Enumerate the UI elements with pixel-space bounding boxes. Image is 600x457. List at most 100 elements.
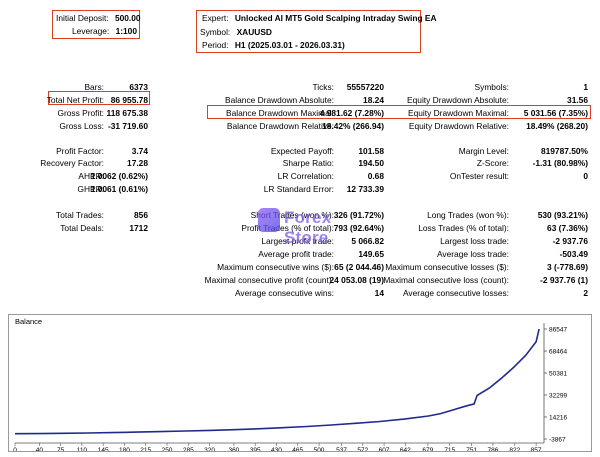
x-tick-label: 857 <box>531 447 542 451</box>
x-tick-label: 465 <box>292 447 303 451</box>
x-tick-label: 715 <box>444 447 455 451</box>
x-tick-label: 360 <box>228 447 239 451</box>
y-tick-label: -3867 <box>549 437 566 444</box>
equity-drawdown-relative-label: Equity Drawdown Relative: <box>408 121 509 131</box>
initial-deposit-label: Initial Deposit: <box>56 13 109 23</box>
watermark-logo: Forex Store <box>258 200 368 247</box>
equity-drawdown-absolute-value: 31.56 <box>567 95 588 105</box>
maximal-consecutive-profit-count-value: 24 053.08 (19) <box>329 275 384 285</box>
balance-series-line <box>14 328 540 435</box>
y-tick-label: 14216 <box>549 414 567 421</box>
x-tick-label: 0 <box>13 447 17 451</box>
x-tick-label: 40 <box>36 447 44 451</box>
deposit-box-highlight <box>52 10 140 39</box>
x-tick-label: 537 <box>336 447 347 451</box>
lr-correlation-value: 0.68 <box>367 171 384 181</box>
expert-value: Unlocked AI MT5 Gold Scalping Intraday S… <box>234 13 437 23</box>
x-tick-label: 75 <box>57 447 65 451</box>
balance-chart: Balance 86547 68464 50381 32299 14216 -3867 0 4… <box>8 314 592 452</box>
x-tick-label: 320 <box>204 447 215 451</box>
balance-drawdown-absolute-value: 18.24 <box>363 95 384 105</box>
lr-standard-error-label: LR Standard Error: <box>263 184 334 194</box>
lr-standard-error-value: 12 733.39 <box>346 184 384 194</box>
gross-profit-label: Gross Profit: <box>57 108 104 118</box>
equity-drawdown-maximal-label: Equity Drawdown Maximal: <box>408 108 509 118</box>
equity-drawdown-maximal-value: 5 031.56 (7.35%) <box>523 108 588 118</box>
long-trades-won-label: Long Trades (won %): <box>427 210 509 220</box>
lr-correlation-label: LR Correlation: <box>277 171 334 181</box>
balance-drawdown-relative-label: Balance Drawdown Relative: <box>226 121 334 131</box>
bars-value: 6373 <box>129 82 148 92</box>
total-net-profit-label: Total Net Profit: <box>46 95 104 105</box>
total-trades-label: Total Trades: <box>56 210 104 220</box>
period-value: H1 (2025.03.01 - 2026.03.31) <box>234 40 345 50</box>
maximal-consecutive-loss-count-label: Maximal consecutive loss (count): <box>383 275 509 285</box>
maximum-consecutive-wins-value: 65 (2 044.46) <box>334 262 384 272</box>
y-tick-label: 86547 <box>549 327 567 334</box>
expert-label: Expert: <box>202 13 229 23</box>
x-tick-label: 215 <box>140 447 151 451</box>
ticks-label: Ticks: <box>312 82 334 92</box>
ghpr-label: GHPR: <box>77 184 104 194</box>
maximum-consecutive-wins-label: Maximum consecutive wins ($): <box>217 262 334 272</box>
expected-payoff-label: Expected Payoff: <box>270 146 334 156</box>
bars-label: Bars: <box>84 82 104 92</box>
ontester-result-value: 0 <box>583 171 588 181</box>
recovery-factor-label: Recovery Factor: <box>40 158 104 168</box>
x-tick-label: 395 <box>250 447 261 451</box>
symbols-value: 1 <box>583 82 588 92</box>
y-tick-label: 50381 <box>549 371 567 378</box>
x-tick-label: 642 <box>400 447 411 451</box>
x-tick-label: 500 <box>314 447 325 451</box>
balance-drawdown-maximal-value: 4 981.62 (7.28%) <box>319 108 384 118</box>
ahpr-label: AHPR: <box>78 171 104 181</box>
x-tick-label: 679 <box>422 447 433 451</box>
total-net-profit-value: 86 955.78 <box>110 95 148 105</box>
balance-drawdown-maximal-label: Balance Drawdown Maximal: <box>226 108 334 118</box>
maximal-consecutive-profit-count-label: Maximal consecutive profit (count): <box>204 275 334 285</box>
symbol-value: XAUUSD <box>236 27 272 37</box>
sharpe-ratio-value: 194.50 <box>358 158 384 168</box>
balance-chart-svg: 86547 68464 50381 32299 14216 -3867 0 40 75 110 14… <box>13 323 567 451</box>
y-tick-label: 68464 <box>549 349 567 356</box>
x-tick-label: 110 <box>77 447 88 451</box>
period-label: Period: <box>202 40 229 50</box>
margin-level-value: 819787.50% <box>540 146 588 156</box>
period-row: Period: H1 (2025.03.01 - 2026.03.31) <box>202 40 345 50</box>
ghpr-value: 1.0061 (0.61%) <box>90 184 148 194</box>
x-tick-label: 786 <box>487 447 498 451</box>
chart-title: Balance <box>15 317 43 326</box>
x-tick-label: 285 <box>183 447 194 451</box>
total-deals-value: 1712 <box>129 223 148 233</box>
ahpr-value: 1.0062 (0.62%) <box>90 171 148 181</box>
x-tick-label: 572 <box>357 447 368 451</box>
ontester-result-label: OnTester result: <box>449 171 509 181</box>
maximum-consecutive-losses-label: Maximum consecutive losses ($): <box>385 262 509 272</box>
z-score-value: -1.31 (80.98%) <box>532 158 588 168</box>
gross-loss-value: -31 719.60 <box>107 121 148 131</box>
largest-loss-trade-value: -2 937.76 <box>552 236 588 246</box>
x-tick-label: 751 <box>466 447 477 451</box>
symbol-row: Symbol: XAUUSD <box>200 27 272 37</box>
margin-level-label: Margin Level: <box>458 146 509 156</box>
balance-drawdown-relative-value: 18.42% (266.94) <box>322 121 384 131</box>
largest-profit-trade-value: 5 066.82 <box>351 236 384 246</box>
equity-drawdown-relative-value: 18.49% (268.20) <box>526 121 588 131</box>
total-trades-value: 856 <box>134 210 148 220</box>
expert-box-highlight <box>196 10 421 53</box>
average-consecutive-losses-value: 2 <box>583 288 588 298</box>
initial-deposit-value: 500.00 <box>114 13 141 23</box>
leverage-label: Leverage: <box>72 26 110 36</box>
x-tick-label: 250 <box>162 447 173 451</box>
profit-trades-of-total-label: Profit Trades (% of total): <box>241 223 334 233</box>
x-tick-label: 607 <box>379 447 390 451</box>
largest-profit-trade-label: Largest profit trade: <box>261 236 334 246</box>
initial-deposit-row: Initial Deposit: 500.00 <box>56 13 141 23</box>
average-consecutive-losses-label: Average consecutive losses: <box>403 288 509 298</box>
average-profit-trade-value: 149.65 <box>358 249 384 259</box>
recovery-factor-value: 17.28 <box>127 158 148 168</box>
gross-loss-label: Gross Loss: <box>59 121 104 131</box>
y-tick-label: 32299 <box>549 392 567 399</box>
largest-loss-trade-label: Largest loss trade: <box>440 236 509 246</box>
profit-factor-value: 3.74 <box>131 146 148 156</box>
